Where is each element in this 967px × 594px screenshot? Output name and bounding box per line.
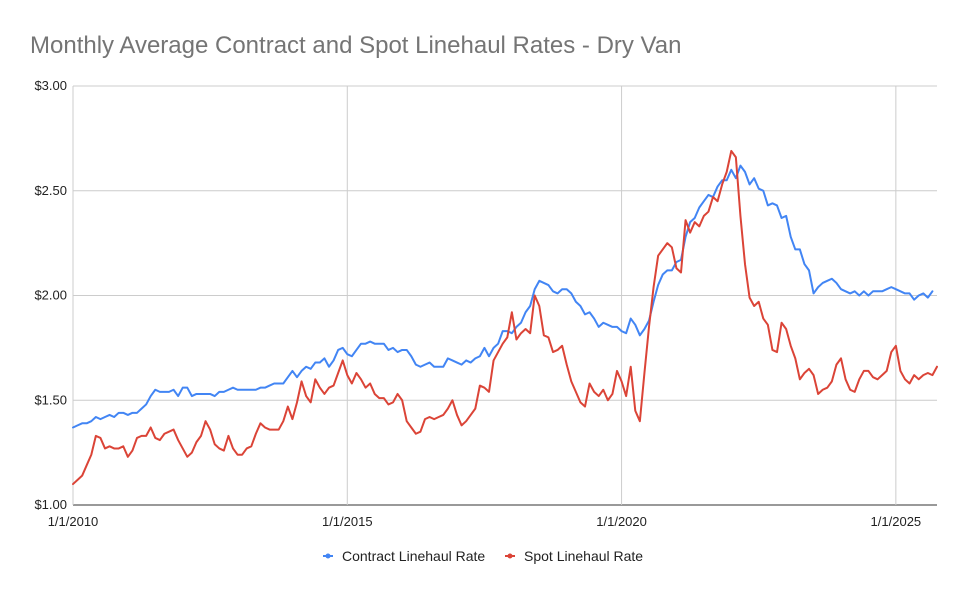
y-tick-label: $1.00 <box>34 497 67 512</box>
legend-item-2[interactable]: Spot Linehaul Rate <box>505 548 643 564</box>
legend-label: Contract Linehaul Rate <box>342 548 485 564</box>
series-line-1 <box>72 164 934 429</box>
y-tick-label: $2.00 <box>34 288 67 303</box>
chart-title: Monthly Average Contract and Spot Lineha… <box>30 32 681 59</box>
y-tick-label: $3.00 <box>34 78 67 93</box>
axes: $1.00 $1.50 $2.00 $2.50 $3.00 1/1/2010 1/1/201… <box>34 78 921 529</box>
x-tick-label: 1/1/2020 <box>596 514 647 529</box>
legend-marker <box>325 553 331 559</box>
legend[interactable]: Contract Linehaul Rate Spot Linehaul Rate <box>323 548 643 564</box>
legend-item-1[interactable]: Contract Linehaul Rate <box>323 548 485 564</box>
y-tick-label: $2.50 <box>34 183 67 198</box>
legend-marker <box>507 553 513 559</box>
series-line-2 <box>72 149 938 486</box>
x-tick-label: 1/1/2010 <box>48 514 99 529</box>
series-lines <box>72 149 938 486</box>
legend-label: Spot Linehaul Rate <box>524 548 643 564</box>
x-tick-label: 1/1/2025 <box>871 514 922 529</box>
grid-lines <box>72 85 937 506</box>
y-tick-label: $1.50 <box>34 392 67 407</box>
x-tick-label: 1/1/2015 <box>322 514 373 529</box>
